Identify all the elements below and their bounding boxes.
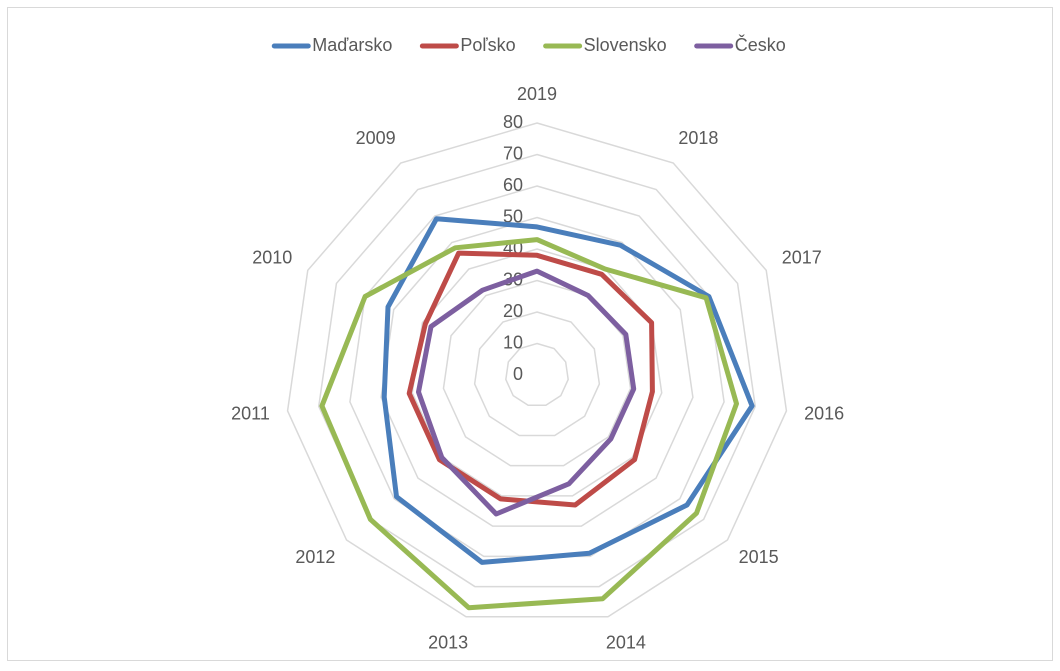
grid-ring xyxy=(286,122,788,618)
series-line xyxy=(381,216,755,565)
category-label: 2013 xyxy=(428,632,468,652)
legend-label: Poľsko xyxy=(460,35,515,55)
category-label: 2016 xyxy=(804,404,844,424)
series-line xyxy=(319,237,739,611)
r-tick-label: 80 xyxy=(503,112,523,132)
r-tick-label: 0 xyxy=(513,364,523,384)
category-label: 2010 xyxy=(252,247,292,267)
category-label: 2009 xyxy=(356,128,396,148)
grid-ring xyxy=(505,342,569,406)
r-tick-label: 70 xyxy=(503,143,523,163)
series-line xyxy=(406,250,655,508)
series-line xyxy=(416,268,637,517)
legend-label: Maďarsko xyxy=(312,35,392,55)
r-tick-label: 20 xyxy=(503,301,523,321)
category-label: 2011 xyxy=(231,404,270,424)
category-label: 2018 xyxy=(678,128,718,148)
r-tick-label: 60 xyxy=(503,175,523,195)
grid-ring xyxy=(473,311,601,437)
legend-label: Česko xyxy=(735,34,786,55)
category-label: 2017 xyxy=(782,247,822,267)
r-tick-label: 50 xyxy=(503,206,523,226)
legend-label: Slovensko xyxy=(584,35,667,55)
category-label: 2019 xyxy=(517,84,557,104)
grid-ring xyxy=(380,216,694,527)
category-label: 2012 xyxy=(295,547,335,567)
r-tick-label: 10 xyxy=(503,332,523,352)
chart-frame xyxy=(7,7,1053,661)
grid-ring xyxy=(317,153,757,588)
category-label: 2014 xyxy=(606,632,646,652)
category-label: 2015 xyxy=(739,547,779,567)
